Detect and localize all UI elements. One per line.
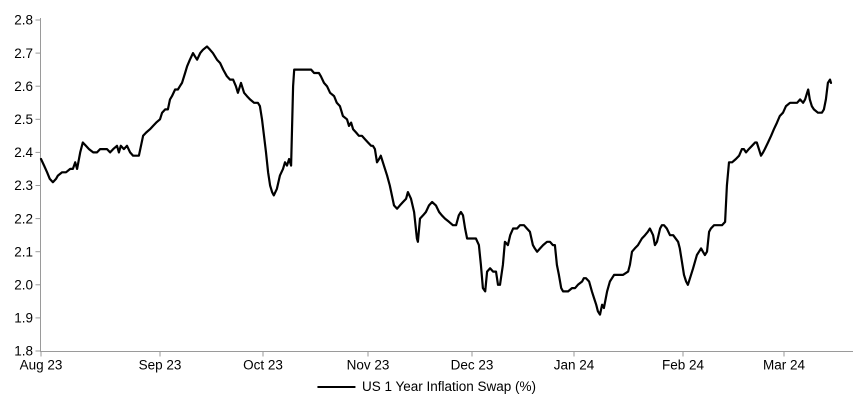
y-tick-label: 1.9 <box>14 311 33 326</box>
x-tick-label: Mar 24 <box>763 358 806 373</box>
x-tick-label: Feb 24 <box>662 358 705 373</box>
legend: US 1 Year Inflation Swap (%) <box>316 379 537 394</box>
y-tick-label: 1.8 <box>14 344 33 359</box>
x-tick-label: Jan 24 <box>554 358 595 373</box>
x-tick-label: Nov 23 <box>347 358 390 373</box>
legend-line-marker <box>316 385 355 388</box>
x-tick-label: Aug 23 <box>20 358 63 373</box>
y-tick-label: 2.1 <box>14 244 33 259</box>
y-tick-label: 2.4 <box>14 145 33 160</box>
y-tick-label: 2.7 <box>14 46 33 61</box>
y-tick-label: 2.2 <box>14 211 33 226</box>
y-tick-label: 2.3 <box>14 178 33 193</box>
y-tick-label: 2.8 <box>14 13 33 28</box>
y-tick-label: 2.5 <box>14 112 33 127</box>
y-tick-label: 2.6 <box>14 79 33 94</box>
x-tick-label: Dec 23 <box>451 358 494 373</box>
series-line <box>39 45 833 316</box>
y-tick-label: 2.0 <box>14 278 33 293</box>
legend-label: US 1 Year Inflation Swap (%) <box>361 379 537 394</box>
x-tick-label: Sep 23 <box>139 358 182 373</box>
x-tick-label: Oct 23 <box>243 358 283 373</box>
